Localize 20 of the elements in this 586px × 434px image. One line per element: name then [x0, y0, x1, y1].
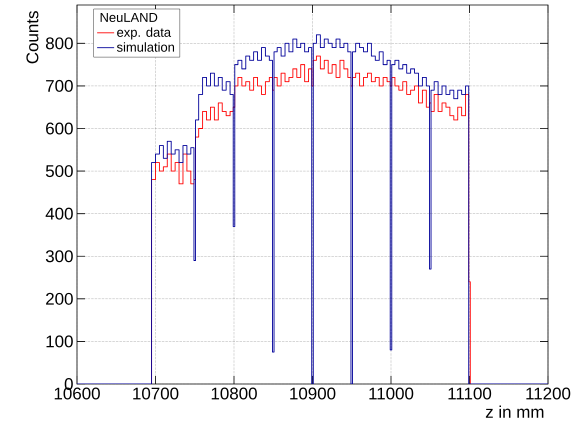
- y-tick-label: 300: [46, 250, 73, 262]
- x-axis-title: z in mm: [486, 406, 544, 418]
- y-tick-label: 100: [46, 335, 73, 348]
- y-tick-label: 200: [46, 292, 73, 305]
- x-tick-label: 10900: [290, 388, 336, 400]
- y-tick-label: 800: [46, 37, 73, 50]
- legend-label: simulation: [116, 42, 174, 52]
- x-tick-label: 10700: [133, 388, 178, 400]
- y-tick-label: 700: [46, 80, 73, 92]
- legend-label: exp. data: [117, 27, 172, 40]
- x-tick-label: 11000: [369, 388, 414, 400]
- legend-title: NeuLAND: [100, 12, 158, 22]
- x-tick-label: 11100: [448, 388, 492, 400]
- x-tick-label: 10600: [54, 388, 100, 400]
- y-tick-label: 400: [46, 208, 73, 220]
- y-tick-label: 500: [46, 165, 73, 178]
- y-tick-label: 600: [46, 122, 73, 134]
- y-axis-title: Counts: [26, 11, 38, 64]
- x-tick-label: 10800: [212, 388, 257, 400]
- x-tick-label: 11200: [526, 388, 570, 400]
